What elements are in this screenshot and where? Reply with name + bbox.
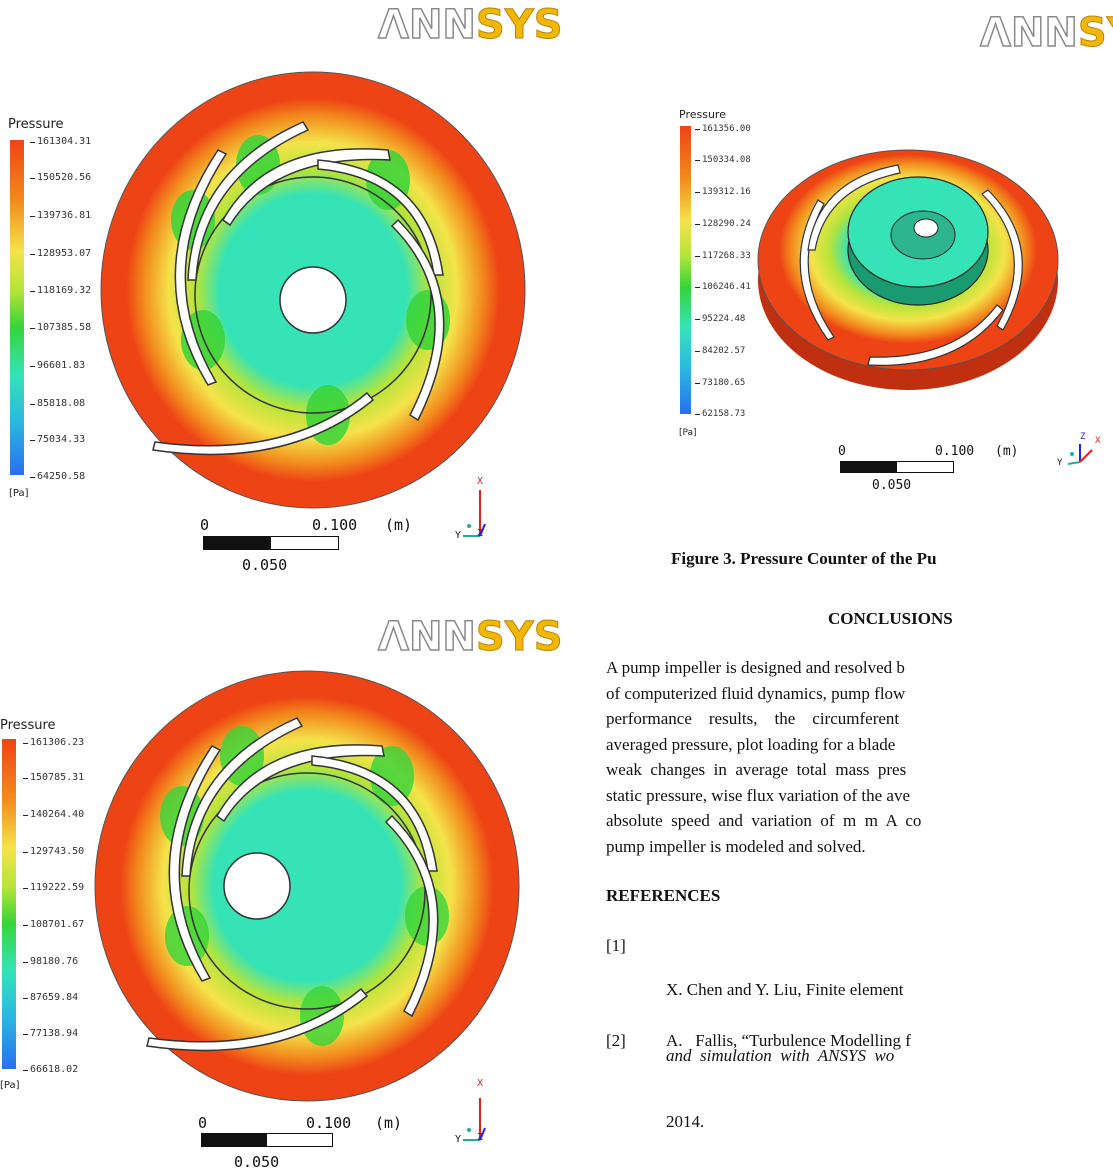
legend-unit: [Pa] <box>679 428 697 438</box>
legend-tick: 161356.00 <box>695 124 751 134</box>
text-line: static pressure, wise flux variation of … <box>606 785 911 805</box>
legend-tick: 150520.56 <box>29 172 92 183</box>
ansys-logo: ΛNNSYS <box>979 9 1113 57</box>
scale-bar <box>203 536 339 550</box>
scale-unit: (m) <box>385 516 413 534</box>
axis-x-label: X <box>477 476 484 487</box>
legend-tick: 128953.07 <box>29 248 92 259</box>
figure-top: ΛNNSYS Pressure 161304.31 150520.56 1397… <box>0 0 563 585</box>
legend-tick: 84202.57 <box>694 346 746 356</box>
ansys-logo: ΛNNSYS <box>377 613 563 661</box>
impeller-contour <box>100 71 526 509</box>
axis-triad-icon <box>1067 444 1093 465</box>
reference-number: [1] <box>606 936 626 955</box>
reference-line: and simulation with ANSYS wo <box>666 1046 895 1065</box>
axis-z-label: Z <box>1080 432 1086 442</box>
scale-mid: 0.050 <box>234 1153 280 1171</box>
legend-tick: 75034.33 <box>29 434 86 445</box>
legend-tick: 66618.02 <box>22 1064 79 1075</box>
impeller-contour <box>94 670 520 1102</box>
figure-bottom: ΛNNSYS Pressure 161306.23 150785.31 1402… <box>0 610 563 1172</box>
legend-tick: 77138.94 <box>22 1028 79 1039</box>
scale-unit: (m) <box>995 444 1019 459</box>
text-line: absolute speed and variation of m m A co <box>606 811 922 830</box>
legend-tick: 161304.31 <box>29 136 92 147</box>
legend-tick: 118169.32 <box>29 285 92 296</box>
figure-caption: Figure 3. Pressure Counter of the Pu <box>671 549 937 568</box>
legend-tick: 139312.16 <box>695 187 751 197</box>
axis-x-label: X <box>1095 436 1101 446</box>
axis-y-label: Y <box>1057 458 1063 468</box>
scale-max: 0.100 <box>306 1114 352 1132</box>
impeller-3d-contour <box>757 149 1059 390</box>
legend-tick: 150334.08 <box>695 155 751 165</box>
legend-tick: 95224.48 <box>694 314 746 324</box>
legend-tick: 107385.58 <box>29 322 92 333</box>
axis-z-label: Z <box>477 528 484 539</box>
legend-title: Pressure <box>0 718 56 733</box>
scale-zero: 0 <box>198 1114 208 1132</box>
legend-tick: 85818.08 <box>29 398 86 409</box>
axis-triad-icon <box>463 1098 486 1141</box>
axis-z-label: Z <box>477 1132 484 1143</box>
axis-x-label: X <box>477 1078 484 1089</box>
legend-tick: 150785.31 <box>22 772 85 783</box>
figure-right: ΛNNSYS Pressure 161356.00 150334.08 1393… <box>660 0 1113 520</box>
text-line: averaged pressure, plot loading for a bl… <box>606 734 896 754</box>
conclusions-heading: CONCLUSIONS <box>828 609 953 628</box>
legend-tick: 108701.67 <box>22 919 85 930</box>
legend-tick: 98180.76 <box>22 956 79 967</box>
ansys-logo: ΛNNSYS <box>377 1 563 49</box>
axis-y-label: Y <box>455 1134 462 1145</box>
text-line: A pump impeller is designed and resolved… <box>606 658 905 677</box>
scale-zero: 0 <box>200 516 210 534</box>
text-line: of computerized fluid dynamics, pump flo… <box>606 683 906 703</box>
legend-tick: 117268.33 <box>695 251 751 261</box>
legend-tick: 96601.83 <box>29 360 86 371</box>
axis-y-label: Y <box>455 530 462 541</box>
text-line: weak changes in average total mass pres <box>606 760 907 779</box>
legend-tick: 119222.59 <box>22 882 85 893</box>
legend-title: Pressure <box>679 108 726 121</box>
legend-tick: 62158.73 <box>694 409 746 419</box>
axis-triad-icon <box>463 490 486 537</box>
legend-tick: 87659.84 <box>22 992 79 1003</box>
legend-tick: 140264.40 <box>22 809 85 820</box>
scale-bar <box>201 1133 333 1147</box>
reference-text: A. Fallis, “Turbulence Modelling f <box>666 1031 911 1050</box>
scale-max: 0.100 <box>935 444 975 459</box>
reference-text: X. Chen and Y. Liu, Finite element and s… <box>666 935 904 1155</box>
legend-color-bar <box>10 140 24 475</box>
conclusions-paragraph: A pump impeller is designed and resolved… <box>606 655 1113 859</box>
legend-tick: 128290.24 <box>695 219 751 229</box>
reference-line: 2014. <box>666 1112 705 1131</box>
legend-tick: 129743.50 <box>22 846 85 857</box>
legend-color-bar <box>680 126 691 414</box>
legend-tick: 106246.41 <box>695 282 751 292</box>
scale-zero: 0 <box>838 444 846 459</box>
legend-color-bar <box>2 739 16 1069</box>
text-line: pump impeller is modeled and solved. <box>606 836 866 856</box>
reference-line: X. Chen and Y. Liu, Finite element <box>666 980 904 999</box>
scale-mid: 0.050 <box>872 478 912 493</box>
legend-unit: [Pa] <box>9 488 29 499</box>
legend-title: Pressure <box>8 117 64 132</box>
legend-tick: 161306.23 <box>22 737 85 748</box>
legend-tick: 73180.65 <box>694 378 746 388</box>
legend-tick: 64250.58 <box>29 471 86 482</box>
scale-mid: 0.050 <box>242 556 288 574</box>
scale-max: 0.100 <box>312 516 358 534</box>
scale-bar <box>840 461 954 473</box>
text-line: performance results, the circumferent <box>606 709 900 728</box>
legend-unit: [Pa] <box>0 1080 20 1091</box>
references-heading: REFERENCES <box>606 886 721 905</box>
legend-tick: 139736.81 <box>29 210 92 221</box>
scale-unit: (m) <box>375 1114 403 1132</box>
reference-number: [2] <box>606 1031 626 1050</box>
